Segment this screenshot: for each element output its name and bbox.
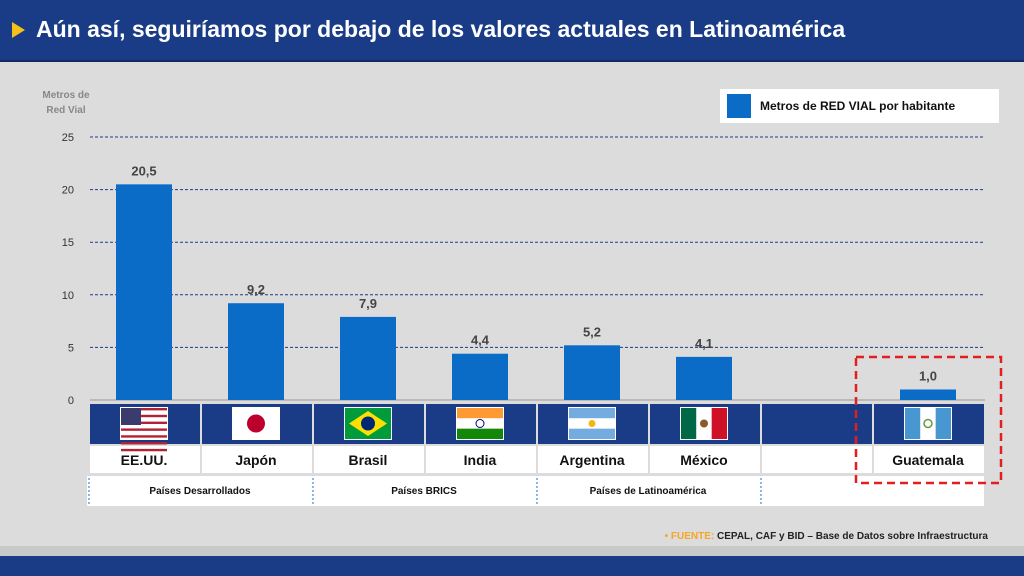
category-cell (426, 446, 536, 473)
legend-label: Metros de RED VIAL por habitante (760, 99, 955, 113)
group-label: Países Desarrollados (149, 486, 251, 497)
category-cell (874, 446, 984, 473)
bar-Guatemala (900, 389, 956, 400)
group-row (87, 476, 984, 506)
bar-Japón (228, 303, 284, 400)
title-bar: Aún así, seguiríamos por debajo de los v… (0, 0, 1024, 62)
category-label: Japón (235, 452, 276, 468)
footer-strip (0, 546, 1024, 556)
data-label: 5,2 (583, 324, 601, 339)
page-title: Aún así, seguiríamos por debajo de los v… (36, 16, 846, 42)
legend-swatch (727, 94, 751, 118)
bar-Brasil (340, 316, 396, 400)
usa-flag-icon (120, 407, 168, 452)
group-label: Países BRICS (391, 486, 457, 497)
legend-box (720, 89, 999, 123)
source-note: • FUENTE: CEPAL, CAF y BID – Base de Dat… (665, 531, 988, 542)
category-label: México (680, 452, 727, 468)
category-label: EE.UU. (121, 452, 168, 468)
bar-México (676, 356, 732, 400)
source-text: CEPAL, CAF y BID – Base de Datos sobre I… (717, 531, 988, 542)
y-tick-label: 0 (68, 395, 74, 407)
data-label: 20,5 (131, 163, 156, 178)
data-label: 4,4 (471, 333, 490, 348)
japan-flag-icon (232, 407, 280, 440)
bar-EE.UU. (116, 184, 172, 400)
bar-chart: Metros de Red Vial 0 5 10 15 20 25 Metros de RED… (42, 89, 1003, 506)
guatemala-highlight-box (854, 355, 1003, 485)
y-tick-label: 15 (62, 237, 74, 249)
india-flag-icon (456, 407, 504, 440)
category-label: Guatemala (892, 452, 964, 468)
data-label: 7,9 (359, 296, 377, 311)
y-tick-label: 20 (62, 185, 74, 197)
category-label: India (464, 452, 497, 468)
argentina-flag-icon (568, 407, 616, 440)
bar-India (452, 353, 508, 400)
y-tick-label: 10 (62, 290, 74, 302)
category-label: Brasil (349, 452, 388, 468)
data-label: 4,1 (695, 336, 713, 351)
y-tick-label: 5 (68, 342, 74, 354)
brazil-flag-icon (344, 407, 392, 440)
source-label: • FUENTE: (664, 531, 715, 542)
footer-bar (0, 556, 1024, 576)
empty-flag-cell (762, 404, 872, 444)
bar-Argentina (564, 345, 620, 400)
group-label: Países de Latinoamérica (590, 486, 707, 497)
category-cell (538, 446, 648, 473)
play-triangle-icon (12, 22, 25, 38)
y-tick-label: 25 (62, 132, 74, 144)
category-cell (202, 446, 312, 473)
mexico-flag-icon (680, 407, 728, 440)
data-label: 1,0 (919, 368, 937, 383)
y-axis-title-line-1: Metros de (42, 90, 90, 101)
guatemala-flag-icon (904, 407, 952, 440)
y-axis-title-line-2: Red Vial (46, 105, 85, 116)
category-label: Argentina (559, 452, 625, 468)
empty-category-cell (762, 446, 872, 473)
category-cell (650, 446, 760, 473)
data-label: 9,2 (247, 282, 265, 297)
category-cell (314, 446, 424, 473)
